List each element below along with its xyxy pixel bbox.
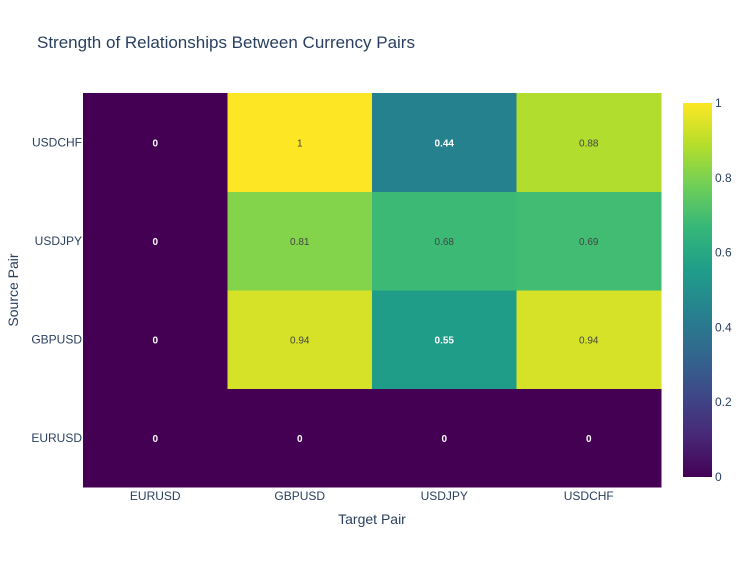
cell-value-label: 0.69 [579,237,599,248]
heatmap-cell-gbpusd-gbpusd [227,290,373,389]
heatmap-cell-usdchf-gbpusd [227,93,373,192]
heatmap-cell-usdchf-usdjpy [372,93,517,192]
x-tick-label: EURUSD [130,489,181,503]
colorbar-tick-label: 0.8 [715,171,732,185]
cell-value-label: 0.68 [435,237,455,248]
colorbar-tick-label: 0 [715,470,722,484]
heatmap-cell-usdjpy-usdchf [516,191,662,291]
y-tick-label: USDJPY [35,234,82,248]
heatmap-cell-gbpusd-usdjpy [372,290,517,389]
cell-value-label: 0 [152,335,158,346]
y-axis-title: Source Pair [5,253,21,326]
x-axis-title: Target Pair [338,511,406,527]
cell-value-label: 0.44 [435,138,455,149]
heatmap-cell-gbpusd-usdchf [516,290,662,389]
x-axis-ticks: EURUSD GBPUSD USDJPY USDCHF [130,489,614,503]
y-tick-label: USDCHF [32,135,82,149]
heatmap-cell-usdchf-eurusd [83,93,228,192]
colorbar-tick-label: 0.6 [715,246,732,260]
cell-value-label: 0 [297,434,303,445]
heatmap-cell-eurusd-usdchf [516,388,662,488]
colorbar-tick-label: 1 [715,96,722,110]
cell-value-label: 0.88 [579,138,599,149]
cell-value-label: 0.55 [435,335,455,346]
heatmap-cell-eurusd-usdjpy [372,388,517,488]
cell-value-label: 0 [152,138,158,149]
heatmap-cell-eurusd-eurusd [83,388,228,488]
colorbar-tick-label: 0.2 [715,395,732,409]
colorbar: 0 0.2 0.4 0.6 0.8 1 [683,96,732,484]
cell-value-label: 1 [297,138,303,149]
x-tick-label: USDJPY [421,489,468,503]
cell-value-label: 0.81 [290,237,310,248]
x-tick-label: USDCHF [564,489,614,503]
cell-value-label: 0.94 [290,335,310,346]
cell-value-label: 0 [152,237,158,248]
heatmap-cell-usdchf-usdchf [516,93,662,192]
y-axis-ticks: EURUSD GBPUSD USDJPY USDCHF [31,135,82,445]
y-tick-label: GBPUSD [31,332,82,346]
x-tick-label: GBPUSD [274,489,325,503]
heatmap-cell-gbpusd-eurusd [83,290,228,389]
heatmap-cell-eurusd-gbpusd [227,388,373,488]
chart-title: Strength of Relationships Between Curren… [37,33,415,52]
heatmap-cells [83,93,662,488]
cell-value-label: 0.94 [579,335,599,346]
heatmap-cell-labels: 0 0 0 0 0 0.94 0.55 0.94 0 0.81 0.68 0.69 0 1 0.44 0.88 [152,138,598,445]
heatmap-cell-usdjpy-eurusd [83,191,228,291]
heatmap-cell-usdjpy-gbpusd [227,191,373,291]
heatmap-cell-usdjpy-usdjpy [372,191,517,291]
y-tick-label: EURUSD [31,431,82,445]
cell-value-label: 0 [586,434,592,445]
cell-value-label: 0 [441,434,447,445]
colorbar-tick-label: 0.4 [715,320,732,334]
colorbar-ticks: 0 0.2 0.4 0.6 0.8 1 [715,96,732,484]
cell-value-label: 0 [152,434,158,445]
colorbar-gradient [683,103,712,477]
